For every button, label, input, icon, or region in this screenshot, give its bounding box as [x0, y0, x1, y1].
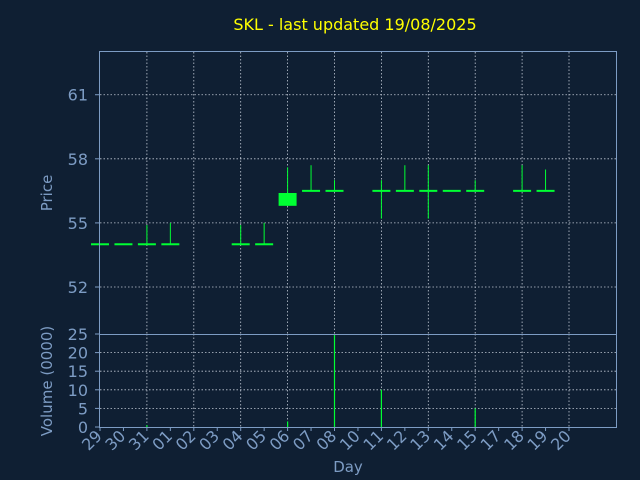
price-axis-label: Price [38, 175, 56, 212]
candle-body [419, 189, 438, 192]
price-plot-frame [99, 51, 617, 335]
volume-y-tick-label: 25 [68, 325, 88, 344]
candle [442, 189, 461, 192]
volume-y-tick-label: 15 [68, 362, 88, 381]
volume-y-tick-label: 20 [68, 344, 88, 363]
candle [278, 167, 297, 206]
volume-y-tick-label: 0 [78, 418, 88, 437]
candle [372, 180, 391, 219]
candle-body [137, 243, 156, 246]
candle-body [231, 243, 250, 246]
candle [161, 222, 180, 246]
candle-body [536, 189, 555, 192]
candle [466, 180, 485, 192]
volume-plot-frame [99, 334, 617, 428]
volume-axis-label: Volume (0000) [38, 326, 56, 436]
candle [114, 243, 133, 246]
price-y-tick-label: 61 [68, 86, 88, 105]
price-y-tick-label: 55 [68, 214, 88, 233]
price-y-tick-label: 52 [68, 278, 88, 297]
volume-y-tick-label: 10 [68, 381, 88, 400]
candle-body [395, 189, 414, 192]
volume-y-tick-label: 5 [78, 399, 88, 418]
candle-body [372, 189, 391, 192]
candle-body [278, 193, 297, 206]
candle-body [466, 189, 485, 192]
price-panel: 52 55 58 61 Price [38, 51, 617, 335]
chart-title: SKL - last updated 19/08/2025 [233, 15, 476, 34]
candle [255, 222, 274, 246]
candle-body [255, 243, 274, 246]
candle [302, 165, 321, 192]
candle [536, 169, 555, 192]
candle-body [114, 243, 133, 246]
candle [231, 225, 250, 246]
candle [419, 165, 438, 219]
x-tick-label: 20 [547, 426, 575, 454]
candle-body [325, 189, 344, 192]
price-y-tick-label: 58 [68, 150, 88, 169]
candle-body [513, 189, 532, 192]
candle-body [161, 243, 180, 246]
candle-body [442, 189, 461, 192]
x-axis-label: Day [333, 458, 363, 476]
candle-body [302, 189, 321, 192]
candle [325, 180, 344, 192]
candle [513, 165, 532, 192]
candle [137, 225, 156, 246]
candle [395, 165, 414, 192]
